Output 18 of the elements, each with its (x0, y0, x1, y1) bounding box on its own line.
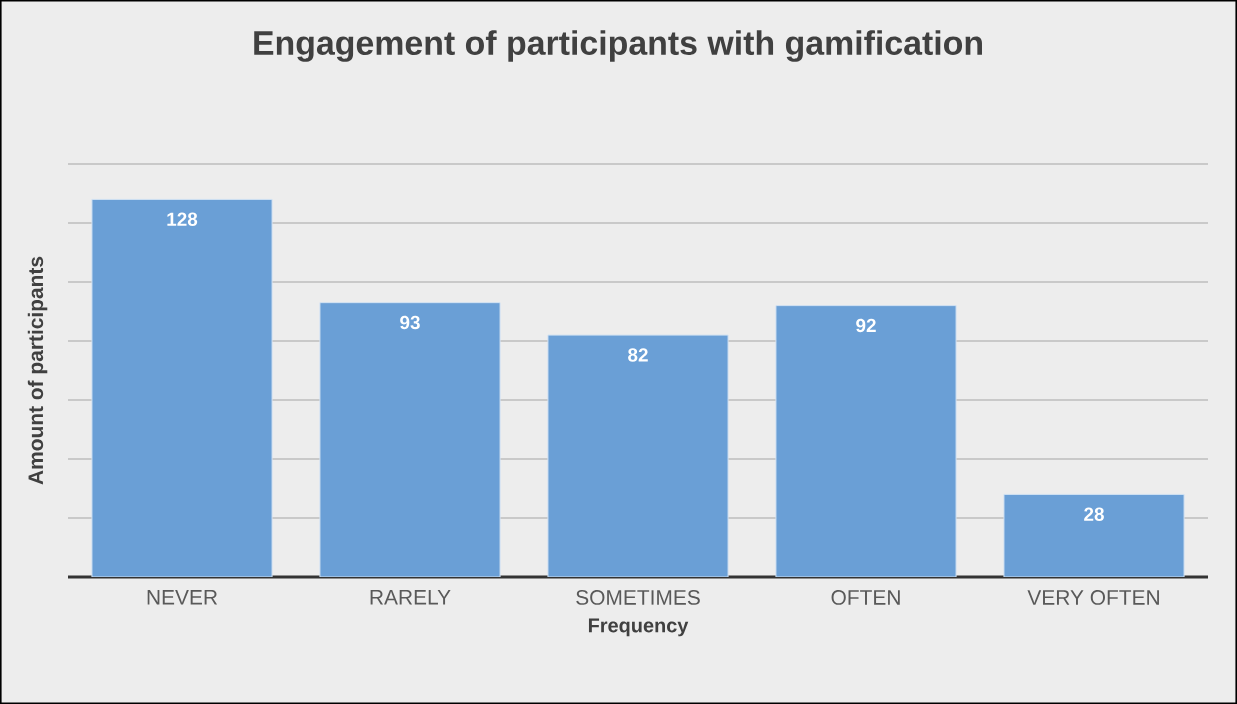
chart-title: Engagement of participants with gamification (254, 30, 982, 62)
data-label: 93 (400, 315, 420, 330)
x-tick-label: RARELY (370, 590, 451, 605)
bar (547, 334, 729, 577)
x-axis-title: Frequency (588, 618, 689, 637)
bar (1003, 493, 1185, 577)
x-tick-label: SOMETIMES (576, 590, 700, 605)
x-tick-label: OFTEN (831, 590, 900, 605)
data-label: 28 (1084, 507, 1104, 521)
bar (319, 302, 501, 577)
bar (775, 305, 957, 577)
bar (91, 198, 273, 577)
data-label: 92 (856, 318, 876, 333)
data-label: 82 (628, 348, 648, 362)
y-axis-title: Amount of participants (27, 256, 48, 485)
x-tick-label: NEVER (147, 590, 218, 605)
x-tick-label: VERY OFTEN (1027, 590, 1159, 605)
data-label: 128 (167, 212, 198, 226)
